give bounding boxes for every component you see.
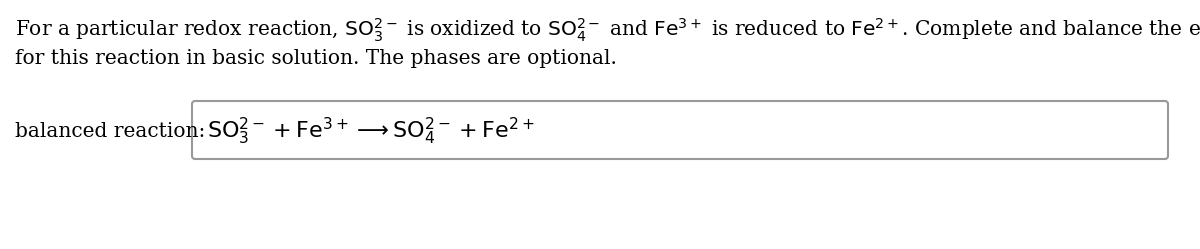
Text: for this reaction in basic solution. The phases are optional.: for this reaction in basic solution. The… bbox=[14, 49, 617, 68]
Text: For a particular redox reaction, $\mathrm{SO_3^{2-}}$ is oxidized to $\mathrm{SO: For a particular redox reaction, $\mathr… bbox=[14, 17, 1200, 44]
Text: balanced reaction:: balanced reaction: bbox=[14, 122, 205, 140]
FancyBboxPatch shape bbox=[192, 101, 1168, 159]
Text: $\mathrm{SO_3^{2-} + Fe^{3+} \longrightarrow SO_4^{2-} + Fe^{2+}}$: $\mathrm{SO_3^{2-} + Fe^{3+} \longrighta… bbox=[208, 115, 534, 147]
